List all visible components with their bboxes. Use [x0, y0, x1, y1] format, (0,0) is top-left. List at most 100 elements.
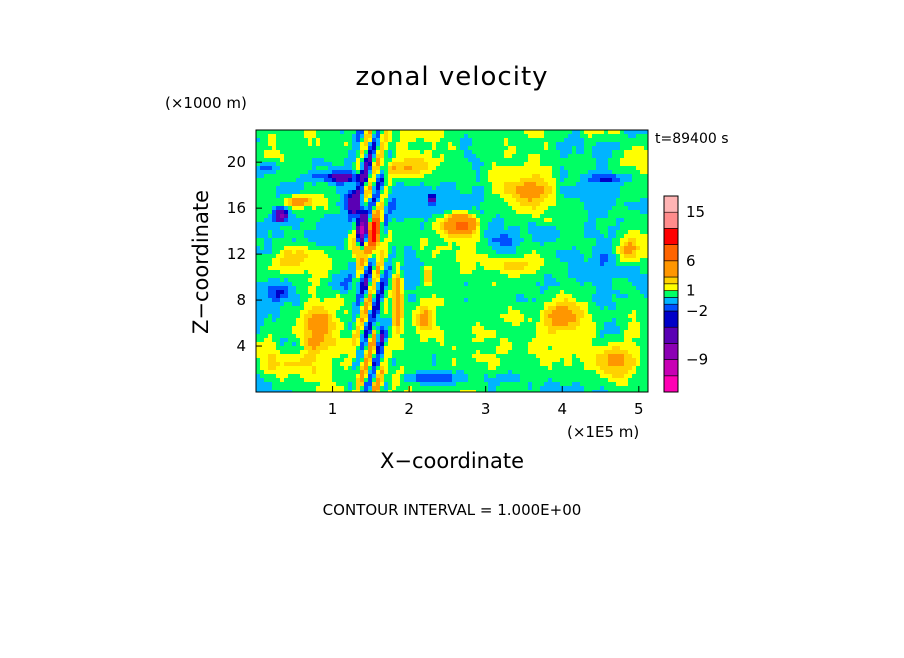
contour-cell	[312, 370, 317, 375]
contour-cell	[608, 230, 617, 235]
contour-cell	[576, 326, 597, 331]
contour-cell	[544, 278, 557, 283]
contour-cell	[372, 386, 381, 391]
contour-cell	[456, 362, 489, 367]
contour-cell	[400, 378, 405, 383]
contour-cell	[572, 150, 577, 155]
contour-cell	[256, 378, 265, 383]
contour-cell	[452, 142, 461, 147]
contour-cell	[352, 190, 357, 195]
contour-cell	[440, 326, 473, 331]
contour-cell	[380, 362, 389, 367]
contour-cell	[500, 214, 533, 219]
contour-cell	[368, 390, 373, 392]
contour-cell	[256, 278, 269, 283]
contour-cell	[312, 174, 329, 179]
contour-cell	[256, 258, 273, 263]
contour-cell	[372, 362, 377, 367]
contour-cell	[364, 358, 369, 363]
colorbar-swatch	[663, 228, 679, 245]
contour-cell	[384, 218, 389, 223]
contour-cell	[392, 298, 397, 303]
contour-cell	[364, 190, 373, 195]
contour-cell	[640, 210, 648, 215]
contour-cell	[272, 258, 281, 263]
contour-cell	[364, 234, 369, 239]
contour-cell	[432, 142, 437, 147]
contour-cell	[476, 154, 505, 159]
contour-cell	[604, 370, 629, 375]
contour-cell	[452, 346, 457, 351]
contour-cell	[276, 218, 285, 223]
contour-cell	[276, 162, 313, 167]
contour-cell	[368, 162, 373, 167]
contour-cell	[368, 302, 373, 307]
contour-cell	[504, 150, 517, 155]
contour-cell	[356, 314, 361, 319]
contour-cell	[440, 342, 445, 347]
contour-cell	[452, 358, 457, 363]
contour-cell	[388, 214, 433, 219]
contour-cell	[588, 306, 601, 311]
contour-cell	[432, 146, 437, 151]
contour-cell	[384, 338, 389, 343]
contour-cell	[372, 390, 377, 392]
contour-cell	[388, 294, 393, 299]
contour-cell	[368, 354, 373, 359]
contour-cell	[476, 218, 481, 223]
contour-cell	[620, 146, 633, 151]
contour-cell	[416, 370, 453, 375]
contour-cell	[372, 278, 377, 283]
contour-cell	[548, 378, 553, 383]
contour-cell	[388, 366, 401, 371]
contour-cell	[404, 374, 417, 379]
contour-cell	[388, 218, 393, 223]
contour-cell	[444, 210, 453, 215]
contour-cell	[332, 318, 341, 323]
contour-cell	[364, 350, 369, 355]
contour-cell	[420, 238, 429, 243]
contour-cell	[396, 286, 401, 291]
colorbar-swatch	[663, 283, 679, 291]
contour-cell	[436, 194, 485, 199]
contour-cell	[452, 374, 469, 379]
contour-cell	[388, 186, 393, 191]
contour-cell	[612, 150, 625, 155]
contour-cell	[348, 382, 353, 387]
contour-cell	[388, 222, 421, 227]
contour-cell	[380, 186, 385, 191]
contour-cell	[620, 186, 648, 191]
contour-cell	[476, 262, 481, 267]
contour-cell	[392, 270, 397, 275]
contour-cell	[420, 182, 425, 187]
contour-cell	[332, 370, 361, 375]
contour-cell	[612, 170, 641, 175]
contour-cell	[488, 366, 497, 371]
contour-cell	[276, 206, 285, 211]
contour-cell	[348, 150, 357, 155]
contour-cell	[348, 266, 357, 271]
contour-cell	[272, 214, 277, 219]
contour-cell	[332, 358, 345, 363]
contour-cell	[380, 274, 385, 279]
contour-cell	[436, 246, 453, 251]
contour-cell	[540, 254, 557, 259]
contour-cell	[396, 254, 405, 259]
contour-cell	[620, 330, 625, 335]
contour-cell	[596, 286, 613, 291]
contour-cell	[324, 298, 345, 303]
contour-cell	[584, 366, 601, 371]
contour-cell	[372, 162, 377, 167]
contour-cell	[472, 338, 485, 343]
contour-cell	[524, 238, 533, 243]
contour-cell	[484, 378, 521, 383]
contour-cell	[604, 262, 617, 267]
contour-cell	[404, 182, 421, 187]
contour-cell	[532, 298, 537, 303]
contour-cell	[312, 162, 333, 167]
contour-cell	[404, 218, 425, 223]
contour-cell	[504, 186, 517, 191]
contour-cell	[488, 386, 497, 391]
contour-cell	[368, 186, 373, 191]
contour-cell	[404, 318, 413, 323]
